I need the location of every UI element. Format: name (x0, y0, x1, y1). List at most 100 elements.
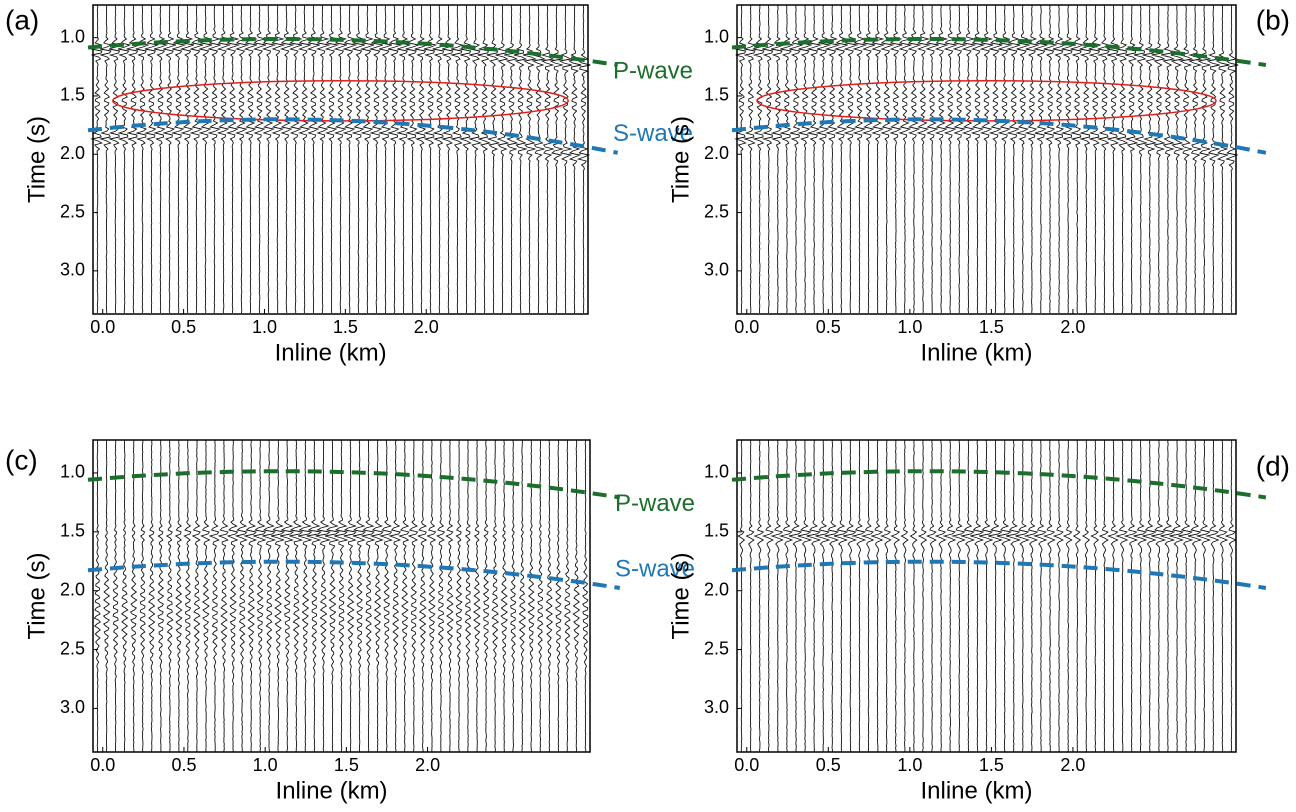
x-axis-label: Inline (km) (921, 777, 1033, 804)
trace (1178, 4, 1194, 314)
trace (120, 439, 129, 753)
y-axis-label: Time (s) (23, 552, 50, 639)
trace (545, 439, 554, 753)
trace (513, 4, 528, 314)
trace (951, 439, 966, 753)
trace (549, 4, 564, 314)
trace (377, 4, 393, 314)
trace (441, 4, 455, 314)
trace (108, 4, 122, 314)
trace (289, 439, 304, 753)
plot-frame (736, 4, 1237, 315)
x-axis-label: Inline (km) (921, 339, 1033, 366)
trace (1090, 439, 1100, 753)
trace (761, 439, 775, 753)
trace (360, 439, 376, 752)
trace (324, 439, 340, 753)
trace (1081, 439, 1091, 753)
trace (1052, 5, 1067, 314)
trace (851, 439, 867, 753)
wave-annotation: P-wave (613, 58, 693, 85)
trace (90, 4, 103, 314)
x-tick-label: 1.0 (897, 317, 922, 337)
trace (279, 439, 295, 753)
trace (135, 4, 150, 314)
trace (234, 440, 248, 752)
trace (797, 439, 813, 753)
trace (334, 440, 349, 753)
trace (737, 439, 746, 753)
trace (306, 4, 321, 313)
trace (1006, 4, 1021, 314)
x-axis-label: Inline (km) (275, 339, 387, 366)
trace (387, 5, 403, 314)
trace (815, 4, 832, 314)
trace (225, 5, 241, 314)
trace (1107, 4, 1119, 314)
trace (852, 5, 868, 314)
trace (1195, 439, 1211, 752)
trace (450, 4, 464, 314)
wavefront-curve (87, 469, 621, 500)
trace (279, 5, 295, 314)
y-tick-label: 1.5 (60, 521, 85, 541)
trace (1133, 439, 1148, 753)
y-tick-label: 1.0 (60, 462, 85, 482)
trace (510, 439, 517, 753)
trace (426, 439, 437, 753)
trace (1161, 4, 1176, 313)
trace (253, 439, 267, 753)
wavefront-curve (731, 559, 1267, 590)
trace (144, 4, 160, 313)
trace (1033, 439, 1048, 752)
trace (536, 439, 544, 752)
wave-annotation: S-wave (615, 555, 695, 582)
y-tick-label: 2.5 (60, 638, 85, 658)
trace (917, 439, 928, 753)
y-tick-label: 1.0 (704, 26, 729, 46)
trace (315, 440, 331, 752)
trace (472, 439, 481, 753)
trace (1070, 4, 1085, 314)
trace (1151, 5, 1166, 314)
trace (952, 4, 968, 314)
trace (970, 439, 985, 753)
trace (1062, 439, 1073, 753)
trace (900, 439, 909, 753)
trace (436, 439, 446, 753)
trace (1123, 439, 1139, 753)
trace (165, 439, 174, 753)
trace (1215, 4, 1230, 314)
y-tick-label: 1.0 (60, 26, 85, 46)
trace (179, 5, 195, 314)
trace (518, 439, 527, 752)
y-tick-label: 1.0 (704, 462, 729, 482)
trace (1015, 439, 1030, 753)
trace (925, 4, 940, 313)
x-tick-label: 1.5 (333, 317, 358, 337)
trace (1043, 4, 1058, 314)
x-tick-label: 1.5 (979, 755, 1004, 775)
trace (174, 439, 183, 753)
wave-annotation: S-wave (613, 120, 693, 147)
trace (870, 439, 884, 753)
trace (271, 4, 286, 314)
x-tick-label: 0.0 (734, 755, 759, 775)
trace (1160, 439, 1176, 753)
trace (860, 440, 875, 752)
trace (491, 439, 499, 753)
trace (379, 440, 393, 752)
trace (1005, 439, 1022, 753)
trace (139, 439, 146, 753)
trace (1107, 439, 1119, 752)
x-tick-label: 1.0 (253, 755, 278, 775)
trace (788, 439, 803, 753)
trace (1169, 439, 1184, 753)
y-tick-label: 3.0 (704, 697, 729, 717)
trace (926, 439, 937, 753)
trace (235, 4, 250, 314)
trace (1224, 439, 1237, 753)
trace (572, 439, 581, 753)
trace (504, 4, 519, 313)
trace (417, 439, 428, 753)
